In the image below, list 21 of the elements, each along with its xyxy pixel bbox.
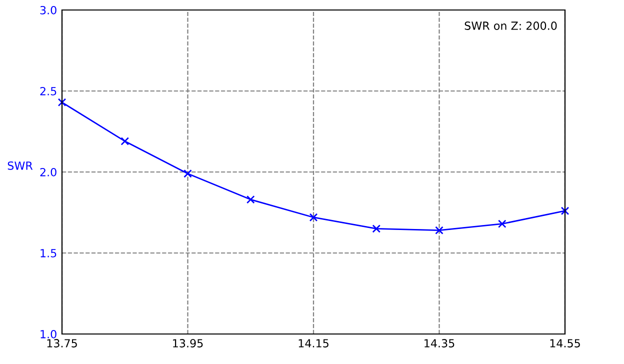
point [435,226,444,234]
y-tick-label: 2.5 [40,86,56,96]
point [184,169,192,178]
point [560,206,570,216]
y-tick-label: 2.0 [40,168,56,176]
y-tick-label: 3.0 [40,6,56,14]
y-tick-label: 1.5 [40,249,56,258]
point [246,195,255,204]
annotation: SWR on Z: 200.0 [464,22,557,30]
x-tick-label: 13.75 [47,339,77,348]
point [58,98,66,107]
point [498,220,506,228]
point [120,137,130,146]
y-tick-label: 1.0 [40,330,56,338]
y-axis-title: SWR [8,161,33,170]
x-tick-label: 14.35 [424,339,454,348]
x-tick-label: 13.95 [173,339,203,348]
point [372,224,381,233]
point [309,213,318,222]
x-tick-label: 14.15 [298,339,328,348]
x-tick-label: 14.55 [550,339,580,348]
